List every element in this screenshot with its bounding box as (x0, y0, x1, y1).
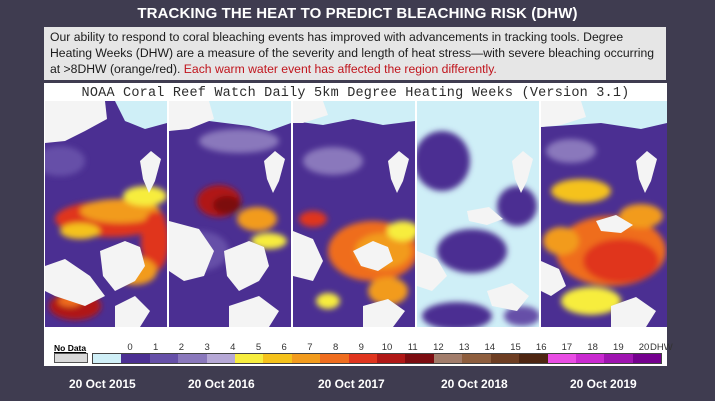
colorbar-tick-label: 9 (358, 342, 364, 353)
dhw-map-2019-graphic (541, 101, 667, 327)
dhw-map-2017 (293, 101, 415, 327)
intro-text-box: Our ability to respond to coral bleachin… (44, 27, 666, 80)
colorbar-ticks: 0 1 2 3 4 5 6 7 8 9 10 11 12 13 14 15 16 17 18 19 20 DHW (126, 342, 672, 354)
colorbar-swatch (632, 354, 662, 363)
colorbar-swatch (405, 354, 434, 363)
figure-title: NOAA Coral Reef Watch Daily 5km Degree H… (81, 86, 630, 101)
colorbar-swatch (377, 354, 406, 363)
dhw-map-2019 (541, 101, 667, 327)
colorbar-swatch (93, 354, 122, 363)
colorbar-swatch (433, 354, 463, 363)
colorbar-tick-label: 12 (433, 342, 444, 353)
colorbar-tick-label: 20 (638, 342, 650, 353)
nodata-label: No Data (54, 343, 87, 353)
intro-text: Our ability to respond to coral bleachin… (50, 30, 655, 76)
colorbar-swatch (547, 354, 576, 363)
dhw-map-2018-graphic (417, 101, 539, 327)
dhw-colorbar: No Data 0 1 2 3 4 5 6 7 8 9 10 11 12 13 14 15 16 17 18 19 20… (54, 342, 673, 364)
colorbar-swatch (206, 354, 236, 363)
nodata-swatch (54, 353, 88, 363)
colorbar-swatch (519, 354, 548, 363)
colorbar-tick-label: 0 (127, 342, 133, 353)
dhw-map-2015-graphic (45, 101, 167, 327)
colorbar-swatch (490, 354, 520, 363)
colorbar-swatch (348, 354, 378, 363)
date-label-2017: 20 Oct 2017 (318, 377, 385, 391)
dhw-figure: NOAA Coral Reef Watch Daily 5km Degree H… (44, 83, 673, 366)
colorbar-swatch (462, 354, 491, 363)
colorbar-swatch (604, 354, 633, 363)
dhw-map-2016-graphic (169, 101, 291, 327)
colorbar-tick-label: 16 (535, 342, 547, 353)
colorbar-tick-label: 17 (561, 342, 573, 353)
colorbar-tick-label: 19 (613, 342, 624, 353)
colorbar-tick-label: 5 (255, 342, 262, 353)
colorbar-swatch (320, 354, 349, 363)
colorbar-tick-label: 7 (307, 342, 313, 353)
colorbar-tick-label: 8 (332, 342, 339, 353)
colorbar-swatch (121, 354, 150, 363)
colorbar-tick-label: 3 (204, 342, 210, 353)
dhw-map-2015 (45, 101, 167, 327)
dhw-map-2016 (169, 101, 291, 327)
intro-highlight-text: Each warm water event has affected the r… (183, 62, 497, 76)
date-label-2019: 20 Oct 2019 (570, 377, 637, 391)
date-label-2015: 20 Oct 2015 (69, 377, 136, 391)
date-label-2018: 20 Oct 2018 (441, 377, 508, 391)
colorbar-tick-label: 14 (484, 342, 496, 353)
colorbar-swatch (178, 354, 207, 363)
colorbar-tick-label: 6 (281, 342, 287, 353)
colorbar-swatch (263, 354, 292, 363)
colorbar-tick-label: 18 (587, 342, 598, 353)
date-label-2016: 20 Oct 2016 (188, 377, 255, 391)
nodata-legend: No Data (54, 343, 98, 363)
colorbar-unit-label: DHW (650, 342, 673, 353)
dhw-map-2018 (417, 101, 539, 327)
map-panels (45, 101, 667, 327)
dhw-map-2017-graphic (293, 101, 415, 327)
colorbar-swatch (575, 354, 605, 363)
colorbar-swatch (235, 354, 264, 363)
colorbar-tick-label: 11 (407, 342, 418, 353)
colorbar-tick-label: 1 (153, 342, 159, 353)
colorbar-tick-label: 4 (230, 342, 236, 353)
colorbar-tick-label: 15 (510, 342, 521, 353)
colorbar-tick-label: 13 (458, 342, 470, 353)
colorbar-swatch (291, 354, 321, 363)
colorbar-swatch (149, 354, 179, 363)
colorbar-tick-label: 10 (381, 342, 393, 353)
slide-title: TRACKING THE HEAT TO PREDICT BLEACHING R… (137, 5, 578, 22)
colorbar-tick-label: 2 (178, 342, 185, 353)
colorbar-swatches (92, 353, 662, 364)
